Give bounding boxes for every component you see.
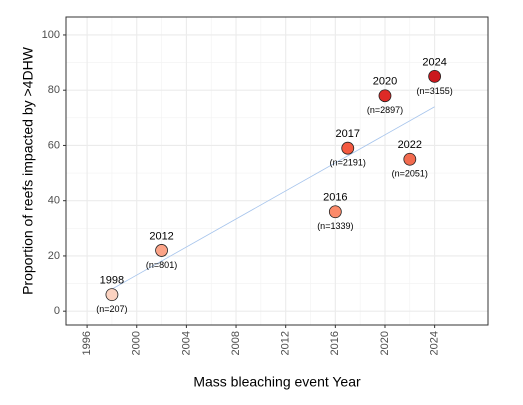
point-label: 2024: [422, 56, 446, 68]
point-label: 2020: [373, 76, 397, 88]
point-n-label: (n=2897): [367, 105, 403, 115]
x-tick-label: 1996: [81, 331, 93, 355]
point: [155, 244, 168, 257]
y-tick-label: 20: [48, 250, 60, 262]
x-tick-label: 2020: [379, 331, 391, 355]
point-label: 2017: [336, 128, 360, 140]
point-label: 2012: [149, 230, 173, 242]
y-axis-title: Proportion of reefs impacted by >4DHW: [20, 46, 36, 295]
point: [341, 141, 355, 155]
x-tick-label: 2024: [429, 331, 441, 355]
x-tick-label: 2016: [329, 331, 341, 355]
point-n-label: (n=1339): [317, 221, 353, 231]
point-n-label: (n=801): [146, 260, 177, 270]
plot-border: [65, 16, 489, 326]
point: [328, 205, 342, 219]
point-label: 2016: [323, 192, 347, 204]
point-label: 1998: [100, 275, 124, 287]
y-tick-label: 100: [42, 29, 60, 41]
y-tick-label: 80: [48, 84, 60, 96]
x-tick-label: 2008: [230, 331, 242, 355]
x-axis-title: Mass bleaching event Year: [193, 374, 361, 390]
x-tick-label: 2012: [280, 331, 292, 355]
point: [105, 288, 119, 302]
point-n-label: (n=2051): [392, 169, 428, 179]
point: [378, 89, 392, 103]
x-tick-label: 2004: [180, 331, 192, 355]
point-n-label: (n=2191): [330, 158, 366, 168]
y-tick-label: 60: [48, 139, 60, 151]
point-n-label: (n=207): [96, 304, 127, 314]
trend-line: [111, 106, 435, 290]
point: [403, 152, 417, 166]
point-n-label: (n=3155): [416, 86, 452, 96]
point: [428, 69, 442, 83]
point-label: 2022: [398, 139, 422, 151]
y-tick-label: 40: [48, 195, 60, 207]
y-tick-label: 0: [54, 305, 60, 317]
x-tick-label: 2000: [131, 331, 143, 355]
